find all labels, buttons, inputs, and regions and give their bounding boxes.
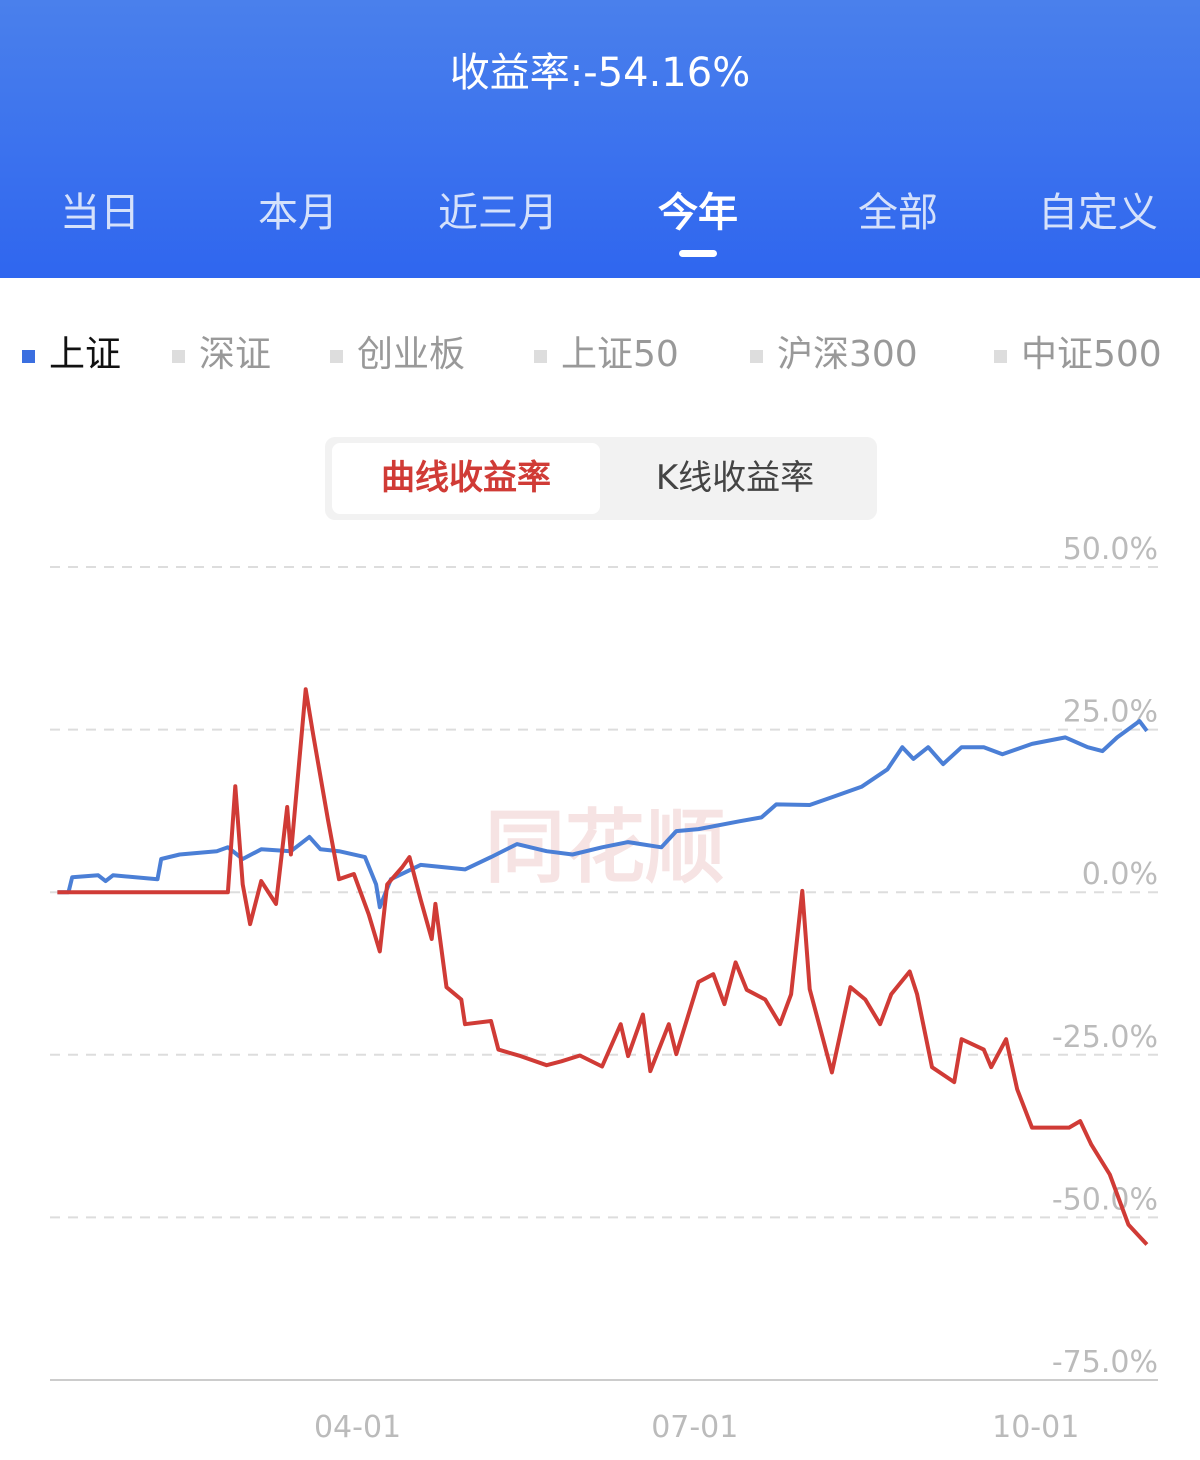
period-tab[interactable]: 本月 [258, 190, 338, 236]
y-tick-label: -50.0% [1052, 1182, 1158, 1217]
header: 收益率:-54.16% 当日 本月 近三月 今年 全部 自定义 [0, 0, 1200, 278]
index-tab[interactable]: 上证 [22, 325, 121, 377]
x-tick-label: 10-01 [992, 1410, 1079, 1445]
chart-toggle: 曲线收益率 K线收益率 [325, 437, 877, 520]
series-line [57, 687, 1149, 1246]
series-line [57, 719, 1149, 910]
toggle-option[interactable]: 曲线收益率 [332, 443, 600, 514]
period-tab[interactable]: 自定义 [1038, 190, 1158, 236]
period-tab[interactable]: 当日 [60, 190, 140, 236]
index-tab[interactable]: 中证500 [994, 325, 1162, 377]
tab-indicator [679, 250, 717, 257]
x-tick-label: 04-01 [314, 1410, 401, 1445]
y-tick-label: 0.0% [1082, 857, 1158, 892]
y-tick-label: 50.0% [1063, 532, 1158, 567]
y-tick-label: -75.0% [1052, 1345, 1158, 1380]
y-tick-label: -25.0% [1052, 1020, 1158, 1055]
index-tab[interactable]: 创业板 [330, 325, 465, 377]
period-tab[interactable]: 今年 [658, 190, 738, 236]
index-tab[interactable]: 沪深300 [750, 325, 918, 377]
chart: 同花顺 50.0%25.0%0.0%-25.0%-50.0%-75.0%04-0… [50, 532, 1158, 1445]
period-tab[interactable]: 近三月 [438, 190, 558, 236]
index-tab[interactable]: 上证50 [534, 325, 679, 377]
toggle-option[interactable]: K线收益率 [655, 458, 815, 498]
x-tick-label: 07-01 [651, 1410, 738, 1445]
index-tab[interactable]: 深证 [172, 325, 271, 377]
return-title: 收益率:-54.16% [449, 50, 751, 96]
period-tab[interactable]: 全部 [858, 190, 938, 236]
